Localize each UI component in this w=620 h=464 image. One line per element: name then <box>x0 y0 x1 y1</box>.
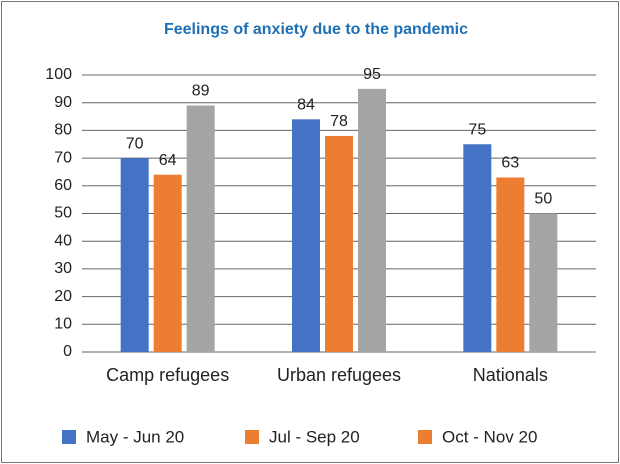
data-label: 63 <box>501 155 519 172</box>
bar <box>358 88 386 352</box>
y-tick-label: 10 <box>54 316 72 333</box>
data-label: 84 <box>297 97 315 114</box>
y-tick-label: 40 <box>54 232 72 249</box>
legend-swatch <box>245 430 259 444</box>
bar <box>120 158 149 352</box>
data-label: 89 <box>192 83 210 100</box>
y-tick-label: 60 <box>54 177 72 194</box>
legend-label: Jul - Sep 20 <box>269 427 360 446</box>
legend-label: Oct - Nov 20 <box>442 427 537 446</box>
data-label: 95 <box>363 66 381 83</box>
y-tick-label: 80 <box>54 122 72 139</box>
y-tick-label: 70 <box>54 149 72 166</box>
y-tick-label: 50 <box>54 205 72 222</box>
bar <box>463 144 492 352</box>
legend-swatch <box>418 430 432 444</box>
bar <box>186 105 215 352</box>
y-tick-label: 90 <box>54 94 72 111</box>
x-tick-label: Nationals <box>473 365 548 385</box>
chart-title: Feelings of anxiety due to the pandemic <box>164 21 468 38</box>
bar <box>292 119 320 352</box>
x-tick-label: Camp refugees <box>106 365 229 385</box>
data-label: 70 <box>126 135 144 152</box>
y-tick-label: 100 <box>45 66 72 83</box>
data-label: 78 <box>330 113 348 130</box>
y-tick-label: 30 <box>54 260 72 277</box>
legend-swatch <box>62 430 76 444</box>
data-label: 50 <box>534 191 552 208</box>
data-label: 64 <box>159 152 177 169</box>
bar <box>529 213 558 352</box>
x-tick-label: Urban refugees <box>277 365 401 385</box>
y-tick-label: 0 <box>63 343 72 360</box>
y-tick-label: 20 <box>54 288 72 305</box>
bar <box>153 174 182 352</box>
bar <box>496 177 525 352</box>
data-label: 75 <box>468 121 486 138</box>
bar <box>325 135 353 352</box>
legend-label: May - Jun 20 <box>86 427 184 446</box>
